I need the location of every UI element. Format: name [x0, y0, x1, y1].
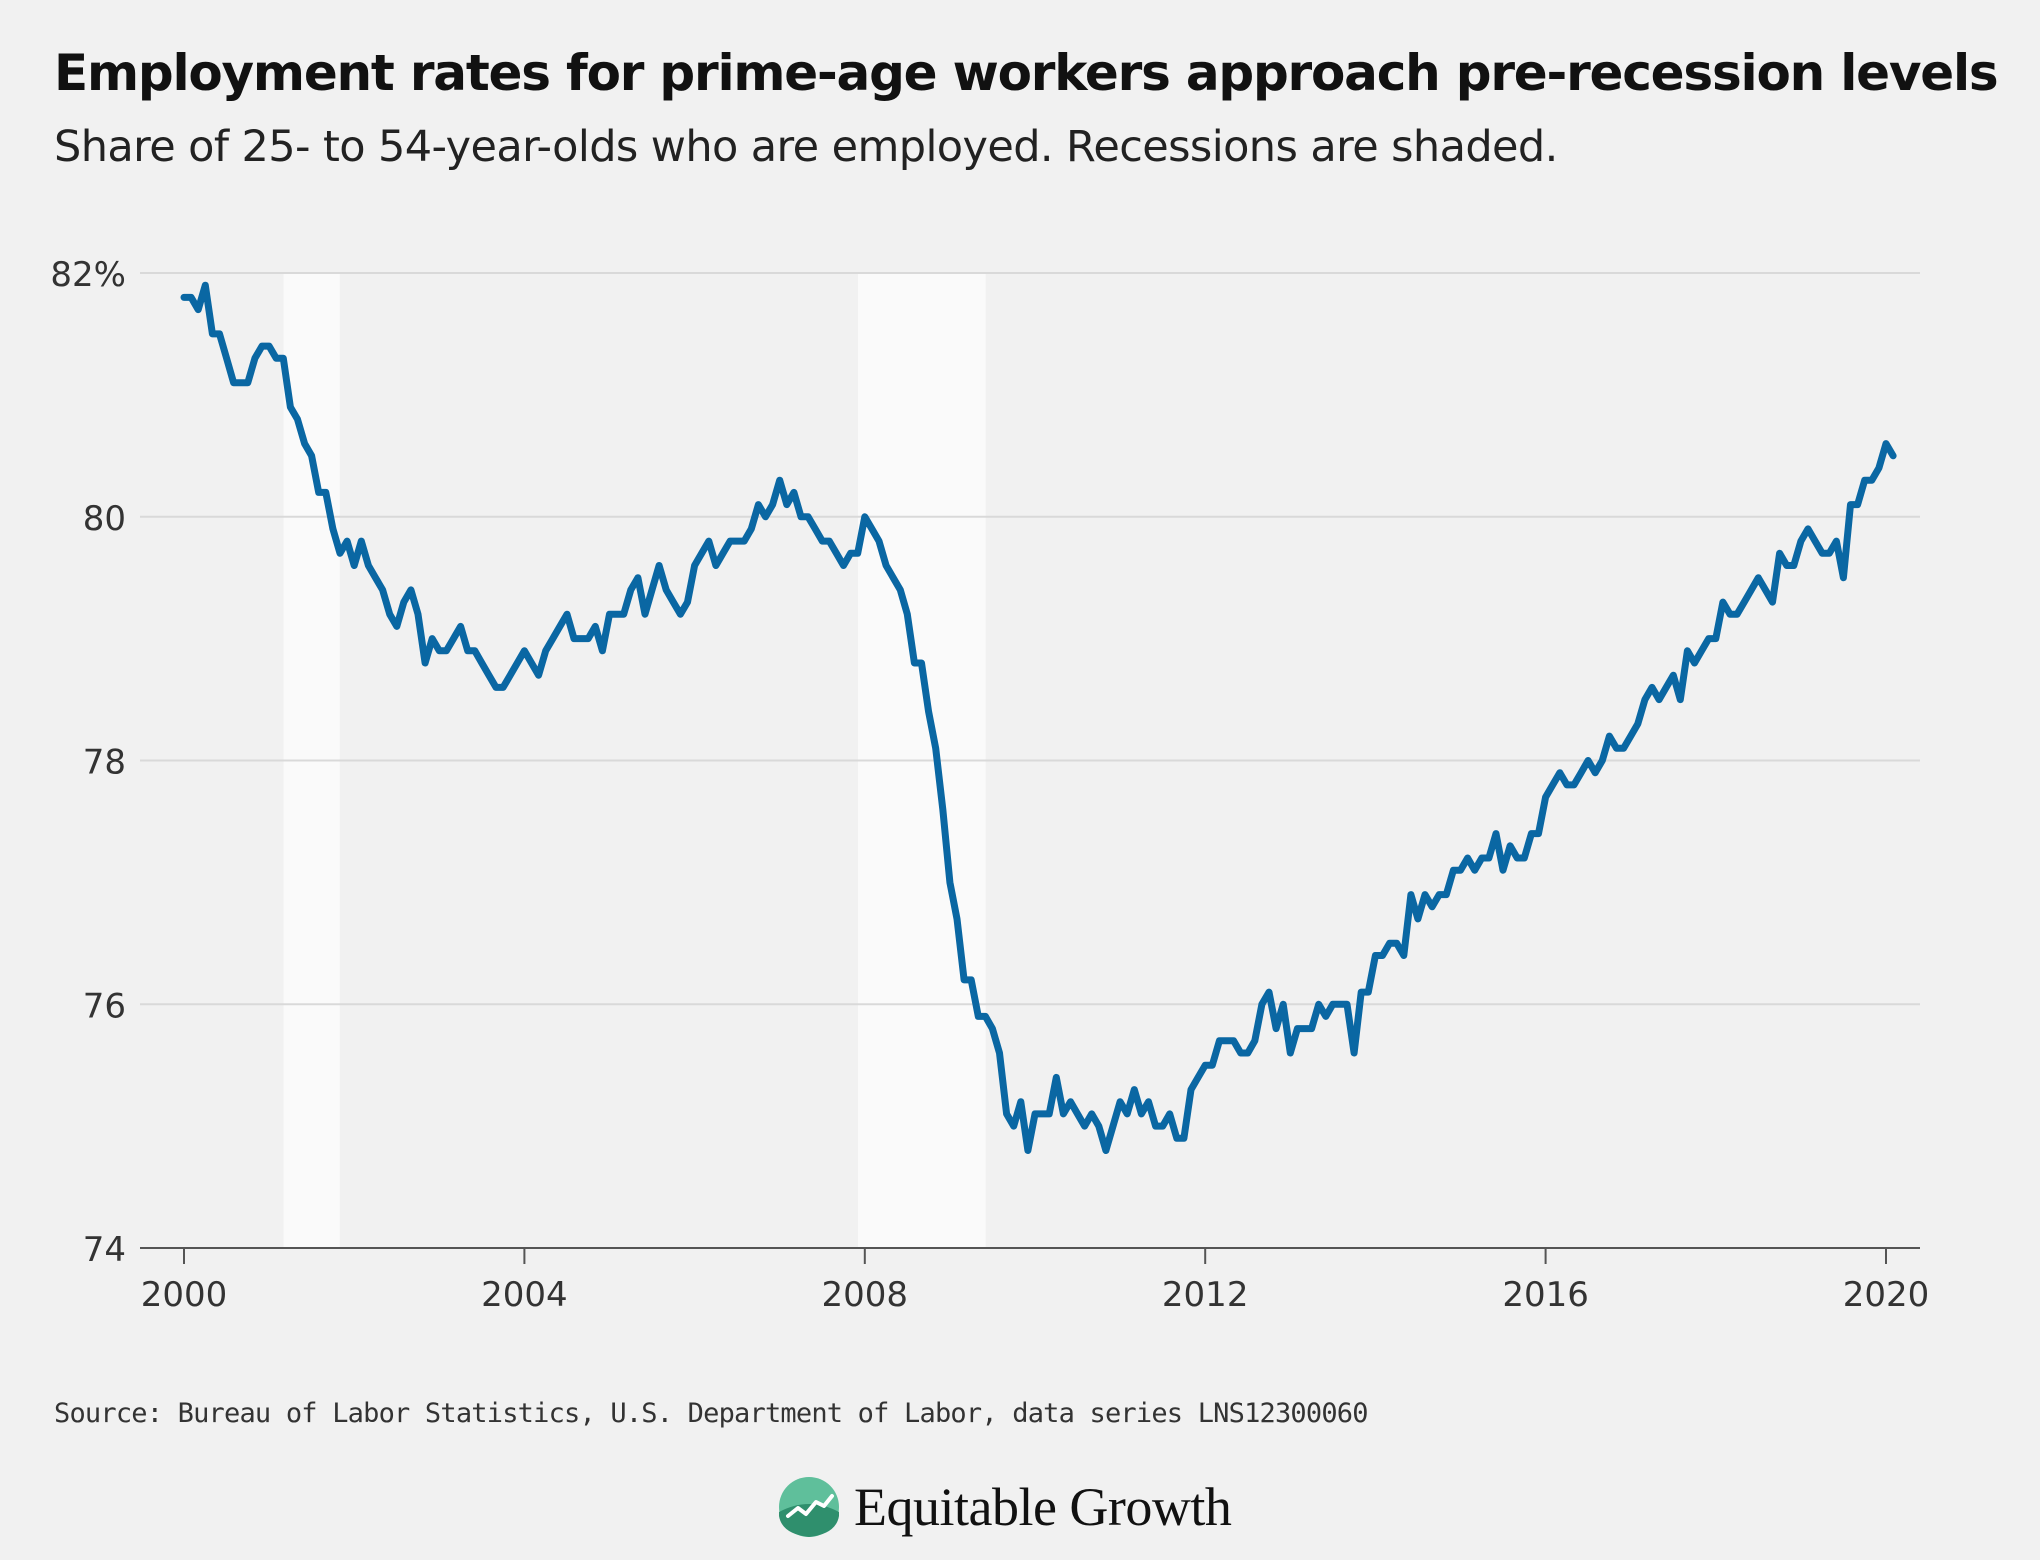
y-tick-label: 82% — [50, 255, 126, 295]
chart-title: Employment rates for prime-age workers a… — [54, 44, 1999, 102]
y-tick-label: 78 — [83, 743, 126, 783]
x-tick-label: 2020 — [1843, 1275, 1930, 1315]
brand-name: Equitable Growth — [854, 1477, 1232, 1537]
series-layer — [180, 281, 1897, 1154]
series-line-1 — [180, 281, 1897, 1154]
x-tick-label: 2012 — [1162, 1275, 1249, 1315]
y-tick-label: 76 — [83, 986, 126, 1026]
axis-layer: 74 76 78 80 82% 2000 2004 2008 2012 2016 2020 — [50, 255, 1929, 1315]
chart-subtitle: Share of 25- to 54-year-olds who are emp… — [54, 122, 1558, 172]
x-tick-label: 2008 — [822, 1275, 909, 1315]
y-tick-label: 80 — [83, 499, 126, 539]
equitable-growth-logo-icon — [779, 1477, 839, 1537]
x-tick-label: 2004 — [481, 1275, 568, 1315]
line-chart: 74 76 78 80 82% 2000 2004 2008 2012 2016 2020 — [50, 255, 1929, 1315]
grid-layer — [140, 272, 1920, 1249]
source-note: Source: Bureau of Labor Statistics, U.S.… — [54, 1398, 1369, 1429]
x-tick-label: 2000 — [141, 1275, 228, 1315]
brand-logo: Equitable Growth — [778, 1476, 1232, 1538]
y-tick-label: 74 — [83, 1230, 126, 1270]
x-tick-label: 2016 — [1502, 1275, 1589, 1315]
